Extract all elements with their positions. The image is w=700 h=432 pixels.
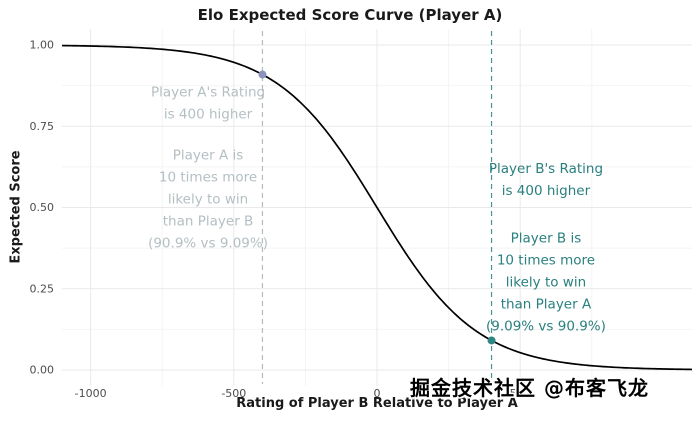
annotation-player-a-rating-line: Player A's Rating (151, 85, 265, 101)
y-tick-label: 1.00 (30, 39, 55, 52)
annotation-player-a-odds-line: (90.9% vs 9.09%) (148, 235, 268, 251)
expected-score-curve (61, 44, 693, 371)
annotation-player-a-rating-line: is 400 higher (164, 107, 253, 123)
y-tick-label: 0.00 (30, 364, 55, 377)
annotation-player-a-odds-line: 10 times more (159, 169, 257, 185)
axis-tick-labels: -1000 -500 0 500 0.00 0.25 0.50 0.75 1.00 (30, 39, 531, 401)
annotation-player-b-rating-line: is 400 higher (502, 183, 591, 199)
chart-title: Elo Expected Score Curve (Player A) (197, 6, 503, 24)
x-tick-label: -1000 (75, 387, 107, 400)
x-axis-title: Rating of Player B Relative to Player A (236, 396, 518, 411)
point-x--400 (258, 70, 267, 79)
annotation-player-a-odds-line: Player A is (173, 147, 244, 163)
annotation-player-b-odds-line: 10 times more (497, 252, 595, 268)
highlight-points (258, 70, 496, 345)
annotation-player-b-rating-line: Player B's Rating (489, 161, 603, 177)
y-tick-label: 0.25 (30, 282, 55, 295)
point-x-400 (487, 336, 496, 345)
annotations: Player A's Rating is 400 higher Player A i… (148, 85, 606, 335)
watermark: 掘金技术社区 @布客飞龙 (410, 376, 649, 400)
annotation-player-a-odds-line: than Player B (163, 213, 254, 229)
curve-path (61, 44, 693, 371)
annotation-player-b-odds-line: (9.09% vs 90.9%) (486, 318, 606, 334)
y-tick-label: 0.75 (30, 120, 55, 133)
x-tick-label: 500 (510, 387, 531, 400)
x-tick-label: 0 (374, 387, 381, 400)
annotation-player-a-odds-line: likely to win (168, 191, 248, 207)
x-tick-label: -500 (221, 387, 246, 400)
annotation-player-b-odds-line: likely to win (506, 274, 586, 290)
gridlines-major (62, 29, 692, 386)
annotation-player-b-odds-line: than Player A (501, 296, 592, 312)
reference-lines (261, 31, 493, 384)
y-tick-label: 0.50 (30, 201, 55, 214)
annotation-player-b-odds-line: Player B is (511, 230, 582, 246)
